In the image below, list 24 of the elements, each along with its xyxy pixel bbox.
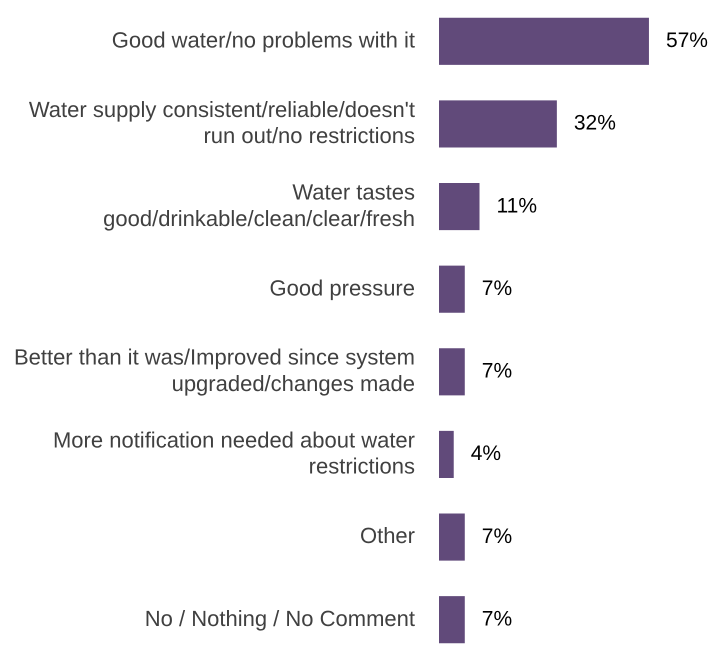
y-tick-label: Good water/no problems with it (112, 27, 415, 52)
data-label: 7% (482, 524, 512, 548)
data-label: 7% (482, 360, 512, 383)
data-label: 32% (574, 112, 616, 135)
bar (439, 100, 557, 148)
y-tick-label: Better than it was/Improved since system upgraded/changes made (14, 344, 415, 396)
bar (439, 266, 465, 313)
y-tick-label: No / Nothing / No Comment (144, 606, 415, 631)
data-label: 4% (470, 442, 502, 466)
data-label: 7% (482, 276, 512, 300)
y-tick-label: Water tastes good/drinkable/clean/clear/fresh (103, 179, 415, 231)
y-tick-label: More notification needed about water restrictions (52, 427, 415, 479)
bar (439, 430, 454, 478)
bar (439, 18, 649, 65)
y-tick-label: Water supply consistent/reliable/doesn't run out/no restrictions (28, 96, 415, 148)
bar (439, 514, 465, 561)
data-label: 11% (496, 194, 537, 218)
bar (439, 183, 480, 230)
y-tick-label: Other (360, 523, 415, 548)
data-label: 7% (482, 607, 512, 630)
y-tick-label: Good pressure (269, 275, 415, 300)
data-label: 57% (666, 29, 708, 52)
bar (439, 348, 465, 396)
bar (439, 596, 465, 644)
